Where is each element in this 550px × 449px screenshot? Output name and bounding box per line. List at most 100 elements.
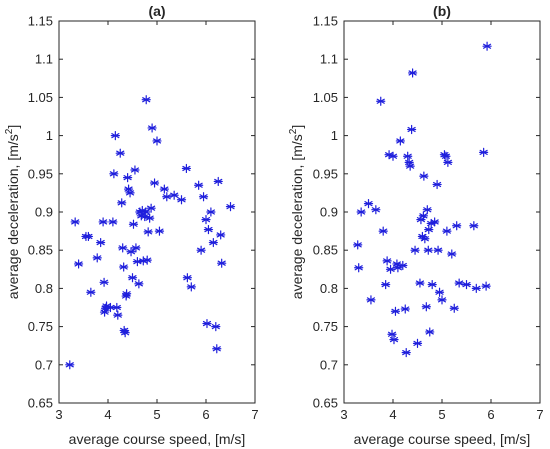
panel-a-data-point: [99, 277, 109, 287]
panel-b-xtick-label: 3: [340, 407, 347, 422]
panel-b-ytick-label: 0.85: [313, 243, 338, 258]
panel-a-data-point: [120, 328, 130, 338]
panel-b-data-point: [424, 224, 434, 235]
panel-a-data-point: [134, 279, 144, 289]
panel-b-data-point: [442, 226, 452, 236]
panel-b-data-point: [419, 171, 429, 181]
panel-a-data-point: [128, 219, 139, 229]
panel-b-data-point: [430, 217, 440, 227]
panel-a-data-point: [211, 322, 221, 332]
panel-a-data-point: [206, 207, 216, 217]
panel-b-data-point: [433, 245, 443, 255]
panel-a-data-point: [118, 243, 128, 253]
panel-a-data-point: [142, 255, 152, 265]
panel-b-data-point: [363, 198, 374, 209]
panel-b-data-point: [412, 338, 423, 349]
panel-a-data-point: [122, 289, 132, 299]
panel-a-data-point: [65, 360, 75, 370]
panel-b-data-point: [400, 304, 410, 314]
panel-a-axes-box: [58, 20, 256, 404]
panel-a-data-point: [119, 262, 129, 272]
panel-a-ytick-label: 1.1: [35, 52, 53, 67]
panel-a-xtick-label: 3: [55, 407, 62, 422]
panel-a-data-point: [162, 192, 172, 202]
panel-b-data-point: [405, 161, 415, 171]
panel-a-xtick-label: 6: [202, 407, 209, 422]
panel-b-data-point: [376, 96, 386, 106]
panel-b-data-point: [408, 68, 418, 78]
panel-a-xtick-label: 5: [153, 407, 160, 422]
panel-b-data-point: [390, 306, 401, 316]
panel-b-data-point: [421, 302, 431, 312]
panel-b-data-point: [385, 264, 396, 274]
panel-a-data-point: [127, 273, 138, 283]
panel-a-data-point: [225, 202, 236, 212]
panel-b-ytick-label: 0.95: [313, 166, 338, 181]
panel-b-data-point: [410, 245, 420, 255]
panel-b-data-point: [401, 347, 411, 358]
panel-b-data-point: [452, 221, 462, 231]
panel-b-data-point: [427, 279, 437, 290]
panel-a-ticks: 3 4 5 6 7 0.65 0.7 0.75 0.8 0.85 0.9 0.95 1 1.05 1.1 1.…: [28, 14, 259, 423]
panel-a-data-point: [196, 245, 206, 255]
panel-a-data-point: [126, 247, 136, 257]
panel-a-xtick-label: 4: [104, 407, 111, 422]
panel-b-ytick-label: 0.9: [320, 205, 338, 220]
panel-b-data-point: [479, 147, 489, 158]
panel-b-data-point: [378, 226, 388, 236]
panel-b-data-point: [353, 240, 363, 250]
panel-b-data-point: [382, 256, 392, 266]
panel-b-ytick-label: 0.8: [320, 281, 338, 296]
panel-a-ylabel: average deceleration, [m/s2]: [4, 125, 21, 299]
panel-a-ytick-label: 0.9: [35, 205, 53, 220]
panel-b-ytick-label: 1.05: [313, 90, 338, 105]
panel-a-ytick-label: 0.7: [35, 357, 53, 372]
panel-a-data-point: [112, 302, 122, 313]
panel-a-data-point: [203, 224, 214, 235]
panel-b-data-point: [447, 249, 457, 259]
panel-a-data-point: [154, 226, 165, 236]
panel-b-xtick-label: 6: [487, 407, 494, 422]
panel-a-data-point: [202, 318, 212, 329]
panel-b-data-point: [471, 283, 481, 293]
panel-a-ytick-label: 0.8: [35, 281, 53, 296]
panel-b-axes-box: [343, 20, 541, 404]
panel-a-data-point: [213, 176, 223, 187]
panel-a-xtick-label: 7: [251, 407, 258, 422]
panel-b-data-point: [420, 234, 430, 244]
panel-b-data-point: [437, 295, 447, 305]
panel-a-data-point: [141, 95, 151, 105]
panel-b-data-point: [425, 327, 435, 337]
panel-a-data-point: [86, 287, 96, 297]
panel-b-points: [353, 41, 492, 358]
panel-a-data-point: [83, 231, 94, 242]
panel-a-data-point: [125, 188, 135, 198]
panel-a-data-point: [140, 211, 150, 222]
panel-b-data-point: [407, 124, 417, 135]
panel-a-ytick-label: 1.15: [28, 14, 53, 29]
panel-a-data-point: [145, 213, 155, 223]
panel-a-data-point: [109, 169, 119, 179]
panel-a-data-point: [198, 192, 209, 202]
panel-b-data-point: [366, 295, 376, 305]
panel-a-data-point: [147, 123, 157, 133]
panel-b-data-point: [449, 303, 459, 313]
panel-a-data-point: [98, 217, 108, 227]
panel-b-title: (b): [433, 3, 451, 19]
panel-a-data-point: [159, 184, 169, 194]
panel-a-data-point: [152, 136, 162, 146]
panel-b-data-point: [395, 136, 405, 146]
panel-a-data-point: [108, 217, 118, 227]
panel-b-xtick-label: 7: [536, 407, 543, 422]
panel-b-data-point: [356, 207, 366, 217]
panel-a-data-point: [131, 243, 141, 253]
panel-b-data-point: [403, 151, 413, 161]
panel-a-ytick-label: 1: [46, 128, 53, 143]
panel-b-data-point: [482, 41, 492, 51]
panel-a-data-point: [110, 131, 120, 141]
panel-a-data-point: [113, 310, 123, 320]
panel-b-data-point: [434, 287, 445, 297]
panel-a-ytick-label: 0.75: [28, 319, 53, 334]
panel-b-ytick-label: 1.15: [313, 14, 338, 29]
